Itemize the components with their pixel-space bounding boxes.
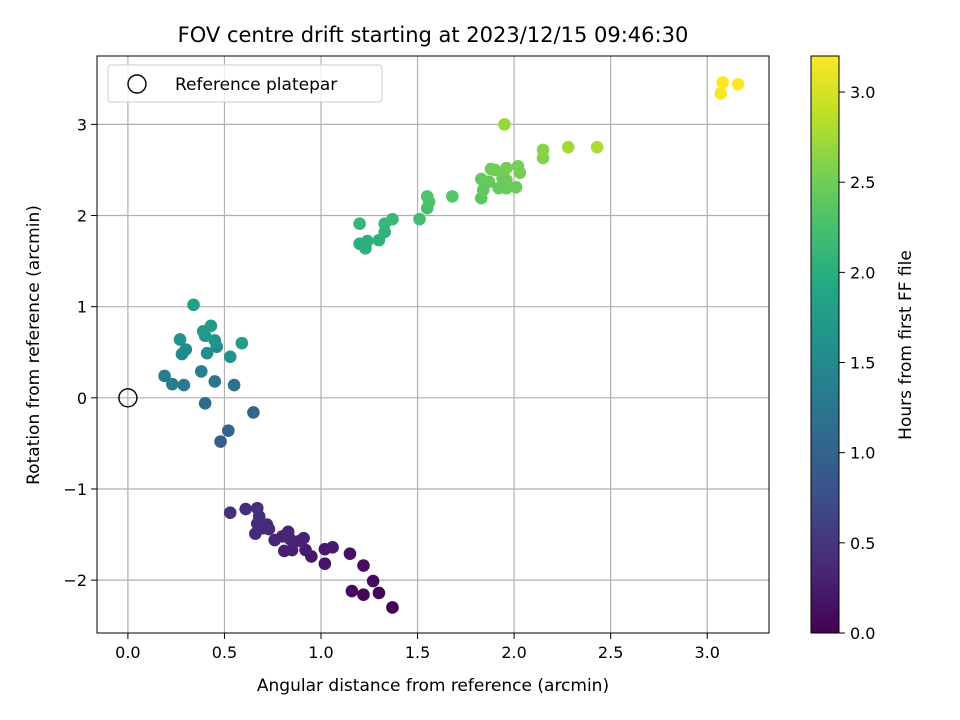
x-tick-label: 0.5 [212, 643, 237, 662]
y-tick-label: −2 [63, 571, 87, 590]
legend-marker [127, 74, 147, 94]
data-point [482, 175, 496, 189]
data-point [357, 559, 370, 572]
data-point [293, 534, 307, 548]
legend-entry-reference-platepar: Reference platepar [175, 75, 337, 95]
data-point [223, 350, 237, 364]
y-axis-ticks: −2 −1 0 1 2 3 [63, 115, 97, 590]
data-point [158, 369, 171, 383]
data-point [413, 212, 426, 226]
data-point [714, 87, 728, 100]
data-point [239, 502, 252, 516]
data-point [590, 140, 604, 154]
data-point [561, 140, 575, 154]
y-axis-label: Rotation from reference (arcmin) [24, 205, 44, 485]
data-point [366, 574, 380, 588]
data-point [173, 333, 187, 346]
x-tick-label: 0.0 [115, 643, 140, 662]
colorbar-label: Hours from first FF file [896, 250, 916, 440]
x-tick-label: 3.0 [694, 643, 719, 662]
data-point [194, 365, 208, 378]
data-point [372, 586, 386, 600]
colorbar-gradient [810, 55, 840, 634]
colorbar-ticks: 0.0 0.5 1.0 1.5 2.0 2.5 3.0 [839, 83, 875, 643]
data-point [496, 171, 509, 185]
x-tick-label: 2.0 [501, 643, 526, 662]
data-point [278, 544, 291, 558]
data-point [214, 435, 227, 448]
data-point [488, 163, 502, 177]
y-tick-label: 1 [77, 298, 87, 317]
legend-box [107, 64, 383, 103]
data-point [198, 396, 212, 410]
legend: Reference platepar [107, 64, 383, 103]
y-tick-label: 0 [77, 389, 87, 408]
data-point [326, 541, 339, 554]
data-point [223, 506, 237, 519]
y-tick-label: −1 [63, 480, 87, 499]
x-tick-label: 2.5 [598, 643, 623, 662]
chart-title: FOV centre drift starting at 2023/12/15 … [178, 23, 689, 47]
data-point [166, 377, 179, 391]
x-tick-label: 1.0 [308, 643, 333, 662]
data-point [386, 212, 399, 226]
data-point [343, 547, 357, 560]
colorbar-tick-label: 0.0 [850, 624, 875, 643]
data-point [513, 166, 527, 179]
data-point [247, 406, 260, 419]
data-point [227, 378, 241, 392]
x-axis-ticks: 0.0 0.5 1.0 1.5 2.0 2.5 3.0 [115, 633, 720, 662]
data-point [281, 525, 295, 539]
data-point [509, 180, 523, 194]
data-point [179, 343, 193, 356]
data-point [500, 161, 513, 175]
colorbar: 0.0 0.5 1.0 1.5 2.0 2.5 3.0 Hours from first F… [810, 55, 916, 643]
x-tick-label: 1.5 [405, 643, 430, 662]
data-point [498, 118, 511, 131]
data-point [204, 319, 218, 333]
data-point [386, 601, 399, 614]
data-point [177, 378, 191, 392]
reference-platepar-marker [118, 388, 138, 408]
data-point [731, 77, 745, 91]
y-tick-label: 2 [77, 207, 87, 226]
data-point [208, 375, 222, 388]
y-tick-label: 3 [77, 115, 87, 134]
colorbar-tick-label: 1.5 [850, 354, 875, 373]
data-point [446, 190, 459, 203]
data-point [222, 424, 235, 437]
data-point [200, 346, 214, 360]
data-point [250, 501, 264, 515]
grid-lines [97, 56, 769, 633]
x-axis-label: Angular distance from reference (arcmin) [257, 676, 609, 696]
data-point [299, 543, 312, 557]
colorbar-tick-label: 3.0 [850, 83, 875, 102]
data-point [357, 588, 370, 602]
data-point [420, 190, 434, 203]
data-point [345, 584, 359, 598]
data-point [187, 298, 200, 312]
colorbar-tick-label: 0.5 [850, 534, 875, 553]
data-point [268, 533, 281, 547]
data-points [158, 76, 745, 614]
data-point [249, 527, 262, 540]
colorbar-tick-label: 2.0 [850, 263, 875, 282]
data-point [235, 336, 249, 350]
colorbar-tick-label: 2.5 [850, 173, 875, 192]
data-point [361, 234, 374, 248]
data-point [318, 557, 332, 571]
data-point [208, 334, 222, 347]
colorbar-tick-label: 1.0 [850, 444, 875, 463]
data-point [353, 217, 366, 231]
data-point [536, 143, 550, 157]
data-point [716, 76, 729, 89]
plot-frame [96, 55, 770, 634]
